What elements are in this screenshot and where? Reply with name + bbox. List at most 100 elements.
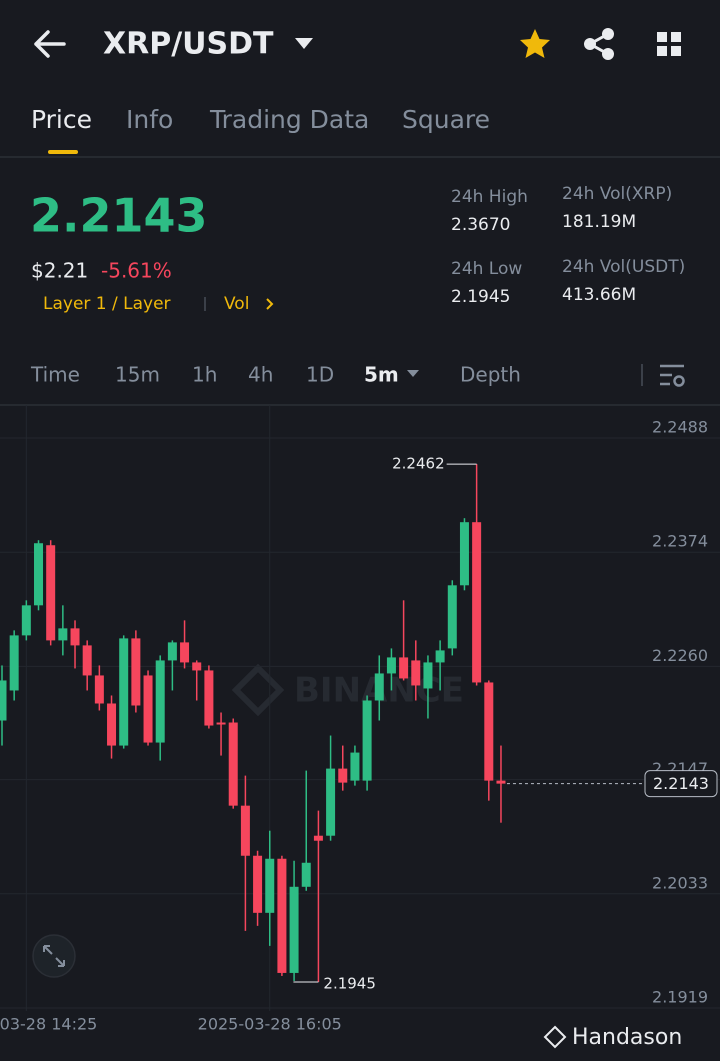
candle-body [216,722,226,725]
stat-value: 2.3670 [451,215,510,235]
interval-active[interactable]: 5m [364,363,399,387]
settings-gear [673,375,685,387]
candle-body [435,650,445,663]
candle-body [362,700,372,781]
candle-body [58,628,68,641]
layout-icon-square [657,32,667,42]
candle-body [21,605,31,636]
candle-body [155,660,165,743]
candle-body [70,628,80,646]
interval[interactable]: Time [30,363,80,387]
candle-body [459,522,469,586]
tab[interactable]: Trading Data [209,105,369,134]
stat-value: 181.19M [562,212,636,232]
watermark-logo [543,1025,567,1049]
price-change: -5.61% [101,259,172,283]
watermark-logo [231,663,285,717]
tab[interactable]: Info [126,105,173,134]
pair-title[interactable]: XRP/USDT [103,27,274,62]
layout-icon-square [657,46,667,56]
stat-label: 24h High [451,187,528,207]
candle-body [253,855,263,913]
last-price: 2.2143 [30,189,208,243]
y-tick-label: 2.2260 [652,646,708,665]
candle-body [0,680,7,721]
favorite-star[interactable] [520,29,550,58]
vol-chevron [266,298,274,310]
candle-body [386,657,396,674]
candle-body [9,635,19,691]
candle-body [313,835,323,841]
y-tick-label: 2.2374 [652,532,708,551]
candle-body [301,862,311,887]
candle-body [82,645,92,676]
settings-lines [660,364,684,386]
tab[interactable]: Square [402,105,490,134]
candle-body [289,886,299,973]
candle-body [192,662,202,671]
candle-body [399,657,409,679]
x-tick-label: 2025-03-28 16:05 [198,1015,342,1034]
interval[interactable]: 1h [192,363,217,387]
candle-body [119,638,129,746]
y-tick-label: 2.2488 [652,418,708,437]
candle-body [472,522,482,683]
y-tick-label: 2.1919 [652,987,708,1006]
layout-icon-square [671,32,681,42]
category-tag[interactable]: Layer 1 / Layer [43,294,171,314]
candlestick-chart: BINANCE2.24882.23742.22602.21472.20332.1… [0,405,720,1034]
candle-body [143,675,153,743]
interval[interactable]: 1D [306,363,334,387]
candle-body [374,673,384,701]
fullscreen-button[interactable] [32,934,76,978]
candle-body [326,768,336,836]
y-tick-label: 2.2033 [652,873,708,892]
candle-body [204,670,214,726]
stat-value: 413.66M [562,285,636,305]
candle-body [277,858,287,973]
candle-body [94,675,104,704]
fullscreen-circle [32,934,76,978]
stat-value: 2.1945 [451,287,510,307]
max-label: 2.2462 [392,455,445,473]
candle-body [338,768,348,783]
layout-button[interactable] [657,32,681,56]
candle-body [240,805,250,856]
pair-dropdown[interactable] [295,38,313,49]
interval[interactable]: 15m [115,363,160,387]
candle-body [411,660,421,686]
share-button[interactable] [584,28,614,60]
candle-body [34,543,44,606]
usd-price: $2.21 [31,259,88,283]
candle-body [167,642,177,661]
candle-body [131,638,141,706]
back-arrow [34,30,66,58]
candle-body [496,780,506,784]
candle-body [180,642,190,663]
fullscreen-icon [43,945,65,967]
stat-label: 24h Vol(USDT) [562,257,685,277]
last-price-box [644,770,718,798]
interval[interactable]: 4h [248,363,273,387]
depth-tab[interactable]: Depth [460,363,521,387]
back-button[interactable] [34,30,66,58]
last-price-label: 2.2143 [653,774,709,793]
candle-body [423,662,433,689]
tab-indicator [48,150,78,154]
candle-body [484,682,494,781]
min-label: 2.1945 [323,974,376,992]
footer-watermark: Handason [572,1025,682,1050]
layout-icon-square [671,46,681,56]
candle-body [107,703,117,746]
interval-dropdown[interactable] [407,370,419,377]
x-tick-label: 03-28 14:25 [0,1015,97,1034]
tab-active[interactable]: Price [31,105,92,134]
candle-body [228,722,238,806]
chart-settings[interactable] [660,364,685,387]
candle-body [46,545,56,641]
vol-link[interactable]: Vol [224,294,249,314]
candle-body [265,858,275,913]
